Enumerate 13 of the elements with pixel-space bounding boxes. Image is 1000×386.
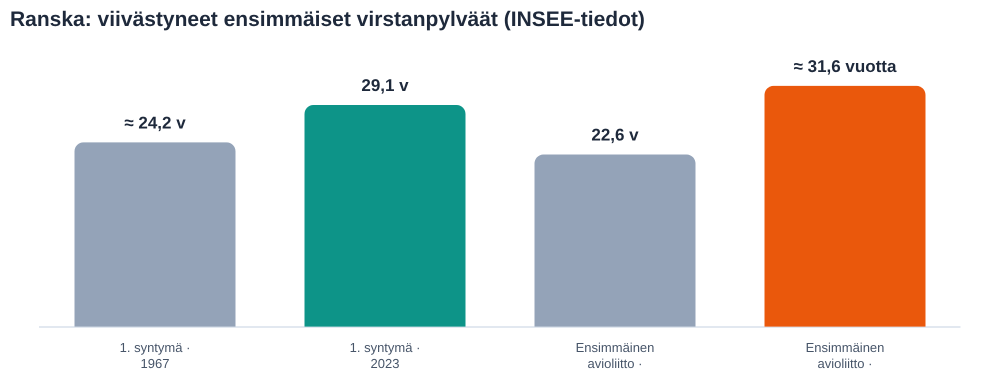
bar (74, 142, 236, 327)
x-tick-label: 1. syntymä · 2023 (350, 340, 420, 371)
x-tick-label: 1. syntymä · 1967 (120, 340, 190, 371)
x-tick-label: Ensimmäinen avioliitto · (576, 340, 654, 371)
bar (764, 86, 926, 327)
bar (304, 104, 466, 327)
data-label: 22,6 v (591, 126, 640, 145)
data-label: ≈ 31,6 vuotta (794, 57, 897, 76)
x-tick-label: Ensimmäinen avioliitto · (806, 340, 884, 371)
data-label: 29,1 v (361, 76, 410, 96)
bar (534, 154, 696, 327)
data-label: ≈ 24,2 v (124, 114, 186, 133)
chart-title: Ranska: viivästyneet ensimmäiset virstanpylväät (INSEE-tiedot) (10, 8, 645, 32)
